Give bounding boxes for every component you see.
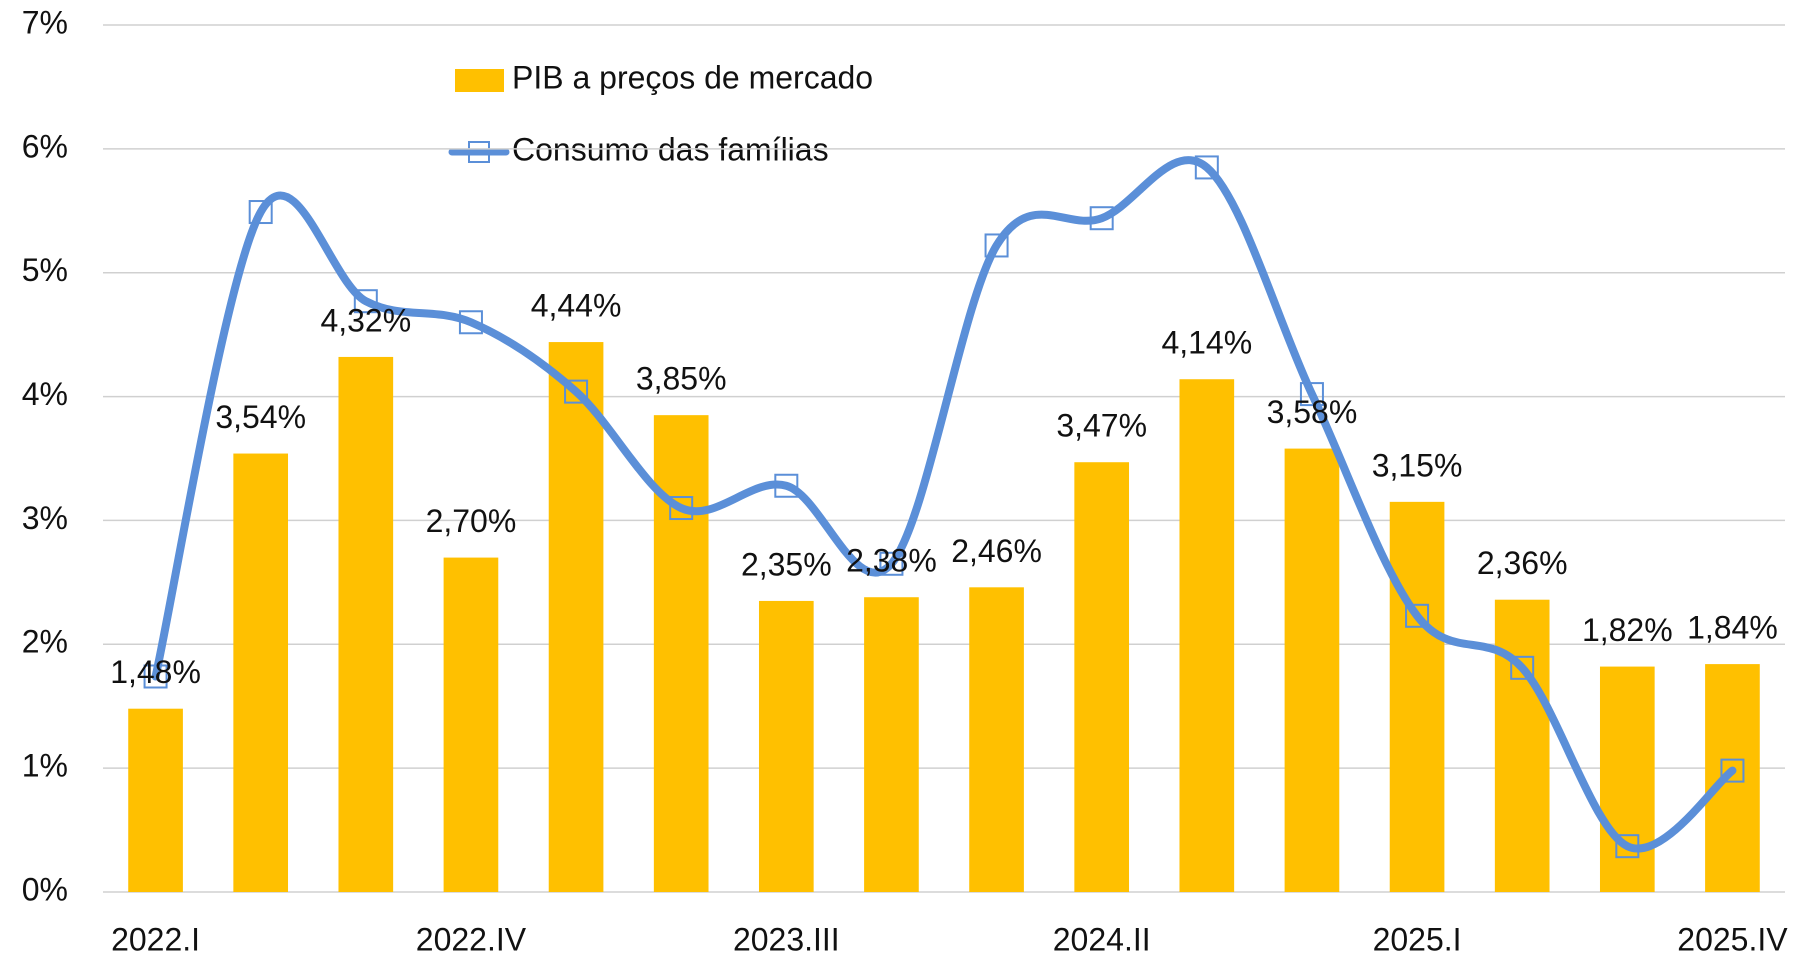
bar bbox=[864, 597, 919, 892]
line-marker bbox=[1720, 758, 1745, 783]
bar bbox=[758, 600, 814, 892]
data-label: 2,35% bbox=[741, 546, 832, 582]
line-marker bbox=[248, 200, 273, 225]
line-marker bbox=[1194, 155, 1219, 180]
data-label: 4,14% bbox=[1161, 325, 1252, 361]
line-marker bbox=[458, 310, 483, 335]
line-marker bbox=[143, 664, 168, 689]
data-label: 2,36% bbox=[1477, 545, 1568, 581]
y-tick-label: 5% bbox=[22, 252, 68, 288]
bar bbox=[1179, 379, 1235, 892]
x-tick-label: 2025.I bbox=[1373, 921, 1462, 957]
line-marker bbox=[1615, 834, 1640, 859]
y-tick-label: 7% bbox=[22, 4, 68, 40]
line bbox=[151, 156, 1737, 853]
y-tick-label: 2% bbox=[22, 624, 68, 660]
line-marker bbox=[564, 379, 589, 404]
x-tick-label: 2022.I bbox=[111, 921, 200, 957]
bar bbox=[548, 342, 604, 892]
line-marker bbox=[669, 496, 694, 521]
line-marker bbox=[1510, 655, 1535, 680]
bar bbox=[1599, 666, 1655, 892]
bar bbox=[1389, 501, 1445, 892]
x-tick-label: 2023.III bbox=[733, 921, 840, 957]
x-tick-label: 2025.IV bbox=[1677, 921, 1788, 957]
x-tick-label: 2022.IV bbox=[416, 921, 527, 957]
bar bbox=[1284, 448, 1340, 892]
data-label: 3,15% bbox=[1372, 447, 1463, 483]
x-tick-label: 2024.II bbox=[1053, 921, 1151, 957]
bar bbox=[653, 415, 709, 892]
data-label: 3,85% bbox=[636, 361, 727, 397]
data-label: 4,44% bbox=[531, 288, 622, 324]
y-tick-label: 6% bbox=[22, 128, 68, 164]
data-label: 2,70% bbox=[426, 503, 517, 539]
data-label: 2,46% bbox=[951, 533, 1042, 569]
bar bbox=[1074, 462, 1130, 892]
bar bbox=[969, 587, 1024, 892]
y-tick-label: 0% bbox=[22, 871, 68, 907]
line-marker bbox=[353, 289, 378, 314]
line-marker bbox=[1299, 382, 1324, 407]
bar bbox=[1494, 599, 1550, 892]
data-label: 1,84% bbox=[1687, 610, 1778, 646]
bar bbox=[233, 453, 289, 892]
y-tick-label: 4% bbox=[22, 376, 68, 412]
data-label: 3,58% bbox=[1267, 394, 1358, 430]
bar bbox=[443, 557, 499, 892]
data-label: 2,38% bbox=[846, 543, 937, 579]
bar bbox=[1705, 664, 1760, 892]
legend-swatch-bar bbox=[455, 69, 504, 92]
line-marker bbox=[1089, 206, 1114, 231]
bar bbox=[338, 356, 394, 892]
legend-label: PIB a preços de mercado bbox=[512, 59, 873, 95]
line-marker bbox=[1405, 603, 1430, 628]
data-label: 1,82% bbox=[1582, 612, 1673, 648]
data-label: 3,47% bbox=[1056, 408, 1147, 444]
line-marker bbox=[774, 473, 799, 498]
data-label: 1,48% bbox=[110, 654, 201, 690]
line-marker bbox=[879, 551, 904, 576]
data-label: 3,54% bbox=[215, 399, 306, 435]
y-tick-label: 3% bbox=[22, 500, 68, 536]
y-tick-label: 1% bbox=[22, 748, 68, 784]
legend-marker bbox=[468, 141, 490, 163]
bar bbox=[128, 708, 183, 892]
data-label: 4,32% bbox=[320, 302, 411, 338]
line-marker bbox=[984, 233, 1009, 258]
